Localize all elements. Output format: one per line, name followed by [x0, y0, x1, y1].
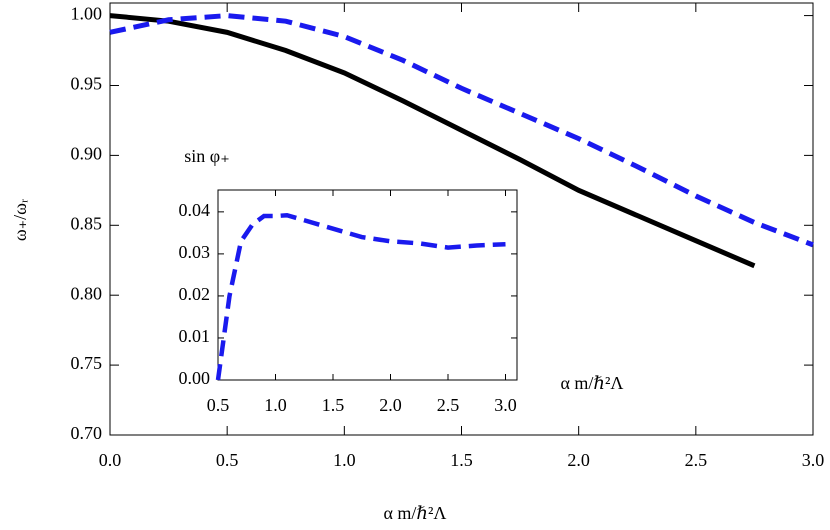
- data-line: [215, 212, 506, 381]
- x-tick-label: 3.0: [494, 395, 517, 415]
- plot-frame: [109, 2, 814, 436]
- x-tick-label: 3.0: [802, 450, 825, 470]
- x-axis-label: α m/ℏ²Λ: [561, 373, 624, 393]
- x-axis-label: α m/ℏ²Λ: [384, 503, 447, 523]
- x-tick-label: 2.5: [437, 395, 460, 415]
- y-axis-label: sin φ₊: [184, 146, 229, 166]
- y-tick-label: 0.95: [71, 74, 103, 94]
- y-tick-label: 0.04: [179, 200, 211, 220]
- x-tick-label: 2.0: [379, 395, 402, 415]
- x-tick-label: 1.0: [333, 450, 356, 470]
- data-line: [109, 13, 814, 248]
- x-tick-label: 2.0: [567, 450, 590, 470]
- x-tick-label: 0.5: [216, 450, 239, 470]
- y-tick-label: 0.90: [71, 144, 103, 164]
- y-tick-label: 0.75: [71, 353, 103, 373]
- y-tick-label: 0.03: [179, 242, 211, 262]
- y-tick-label: 1.00: [71, 4, 103, 24]
- y-tick-label: 0.70: [71, 423, 103, 443]
- x-tick-label: 0.5: [207, 395, 230, 415]
- y-tick-label: 0.80: [71, 283, 103, 303]
- y-tick-label: 0.02: [179, 284, 211, 304]
- y-tick-label: 0.01: [179, 326, 211, 346]
- y-tick-label: 0.85: [71, 213, 103, 233]
- y-axis-label: ω₊/ωᵣ: [10, 199, 30, 241]
- x-tick-label: 2.5: [685, 450, 708, 470]
- x-tick-label: 1.5: [322, 395, 345, 415]
- x-tick-label: 0.0: [99, 450, 122, 470]
- x-tick-label: 1.5: [450, 450, 473, 470]
- plot-frame: [217, 189, 518, 381]
- y-tick-label: 0.00: [179, 368, 211, 388]
- data-line: [109, 13, 756, 269]
- x-tick-label: 1.0: [264, 395, 287, 415]
